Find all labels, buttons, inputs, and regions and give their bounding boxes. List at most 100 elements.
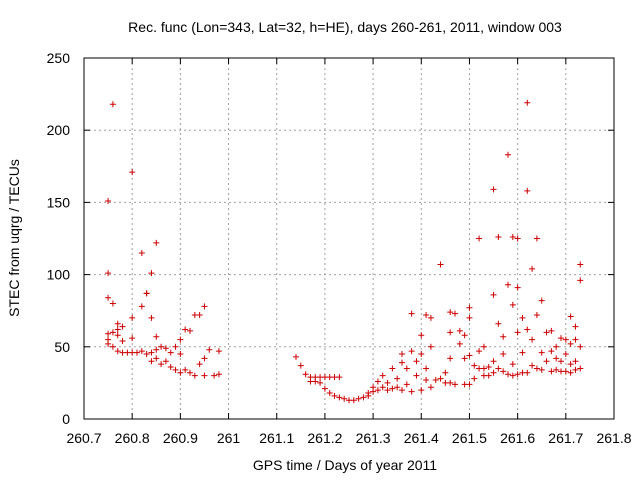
data-point bbox=[548, 327, 555, 334]
data-point bbox=[365, 390, 372, 397]
data-point bbox=[509, 234, 516, 241]
data-point bbox=[427, 314, 434, 321]
data-point bbox=[509, 372, 516, 379]
data-point bbox=[548, 368, 555, 375]
data-point bbox=[495, 320, 502, 327]
data-point bbox=[447, 379, 454, 386]
data-point bbox=[480, 343, 487, 350]
data-point bbox=[105, 330, 112, 337]
data-point bbox=[196, 361, 203, 368]
data-point bbox=[379, 384, 386, 391]
data-point bbox=[119, 338, 126, 345]
data-point bbox=[452, 310, 458, 317]
data-point bbox=[471, 362, 478, 369]
data-point bbox=[148, 314, 155, 321]
data-point bbox=[331, 392, 338, 399]
y-tick-label: 250 bbox=[47, 50, 71, 66]
data-point bbox=[509, 301, 516, 308]
data-point bbox=[105, 270, 112, 277]
data-point bbox=[466, 314, 473, 321]
data-point bbox=[153, 355, 160, 362]
data-point bbox=[423, 365, 430, 372]
data-point bbox=[567, 369, 574, 376]
data-point bbox=[529, 336, 536, 343]
x-tick-label: 261.1 bbox=[259, 430, 294, 446]
data-point bbox=[379, 372, 386, 379]
data-point bbox=[423, 312, 430, 319]
data-point bbox=[514, 235, 521, 242]
data-point bbox=[153, 239, 160, 246]
data-point bbox=[114, 348, 121, 355]
data-point bbox=[577, 343, 584, 350]
data-point bbox=[442, 369, 449, 376]
data-point bbox=[413, 358, 420, 365]
data-point bbox=[567, 313, 574, 320]
data-point bbox=[201, 303, 208, 310]
data-point bbox=[360, 394, 367, 401]
data-point bbox=[423, 377, 430, 384]
data-point bbox=[490, 358, 497, 365]
data-point bbox=[558, 335, 564, 342]
data-point bbox=[519, 349, 526, 356]
data-point bbox=[500, 333, 507, 340]
data-point bbox=[293, 353, 299, 360]
data-point bbox=[167, 364, 174, 371]
data-point bbox=[413, 372, 420, 379]
data-point bbox=[466, 381, 473, 388]
x-tick-label: 260.9 bbox=[163, 430, 198, 446]
data-point bbox=[105, 197, 112, 204]
grid-lines bbox=[84, 58, 614, 419]
data-point bbox=[524, 187, 531, 194]
x-tick-label: 261.3 bbox=[356, 430, 391, 446]
data-point bbox=[466, 304, 473, 311]
data-point bbox=[447, 355, 454, 362]
data-point bbox=[480, 365, 487, 372]
data-point bbox=[524, 326, 531, 333]
data-point bbox=[447, 329, 454, 336]
data-point bbox=[177, 369, 184, 376]
data-point bbox=[572, 323, 579, 330]
data-point bbox=[456, 340, 463, 347]
data-point bbox=[461, 355, 468, 362]
x-tick-label: 261.5 bbox=[452, 430, 487, 446]
data-point bbox=[505, 371, 511, 378]
x-tick-label: 261.6 bbox=[500, 430, 535, 446]
data-point bbox=[572, 358, 579, 365]
data-point bbox=[500, 368, 507, 375]
data-point bbox=[495, 234, 502, 241]
data-point bbox=[437, 261, 444, 268]
data-point bbox=[201, 372, 208, 379]
y-axis-label: STEC from uqrg / TECUs bbox=[6, 159, 22, 317]
data-point bbox=[529, 265, 536, 272]
data-point bbox=[297, 362, 304, 369]
data-point bbox=[427, 384, 434, 391]
data-point bbox=[182, 366, 189, 373]
data-point bbox=[394, 375, 401, 382]
data-point bbox=[509, 361, 516, 368]
data-point bbox=[538, 366, 545, 373]
data-point bbox=[548, 348, 555, 355]
data-point bbox=[529, 362, 536, 369]
data-point bbox=[577, 277, 584, 284]
data-point bbox=[187, 369, 193, 376]
plot-frame bbox=[83, 57, 615, 420]
data-point bbox=[418, 387, 425, 394]
data-point bbox=[177, 351, 184, 358]
data-point bbox=[350, 397, 357, 404]
data-point bbox=[562, 368, 569, 375]
data-point bbox=[447, 309, 454, 316]
data-point bbox=[109, 101, 116, 108]
data-point bbox=[408, 388, 415, 395]
data-point bbox=[538, 297, 545, 304]
data-point bbox=[191, 372, 198, 379]
data-point bbox=[336, 374, 343, 381]
data-point bbox=[321, 385, 328, 392]
x-tick-label: 261 bbox=[217, 430, 241, 446]
data-point bbox=[187, 327, 193, 334]
data-point bbox=[326, 390, 333, 397]
x-tick-labels: 260.7 260.8 260.9 261 261.1 261.2 261.3 261.4 26… bbox=[66, 430, 631, 446]
data-point bbox=[524, 99, 531, 106]
data-point bbox=[427, 343, 434, 350]
data-point bbox=[403, 365, 410, 372]
chart-title: Rec. func (Lon=343, Lat=32, h=HE), days … bbox=[128, 19, 562, 35]
